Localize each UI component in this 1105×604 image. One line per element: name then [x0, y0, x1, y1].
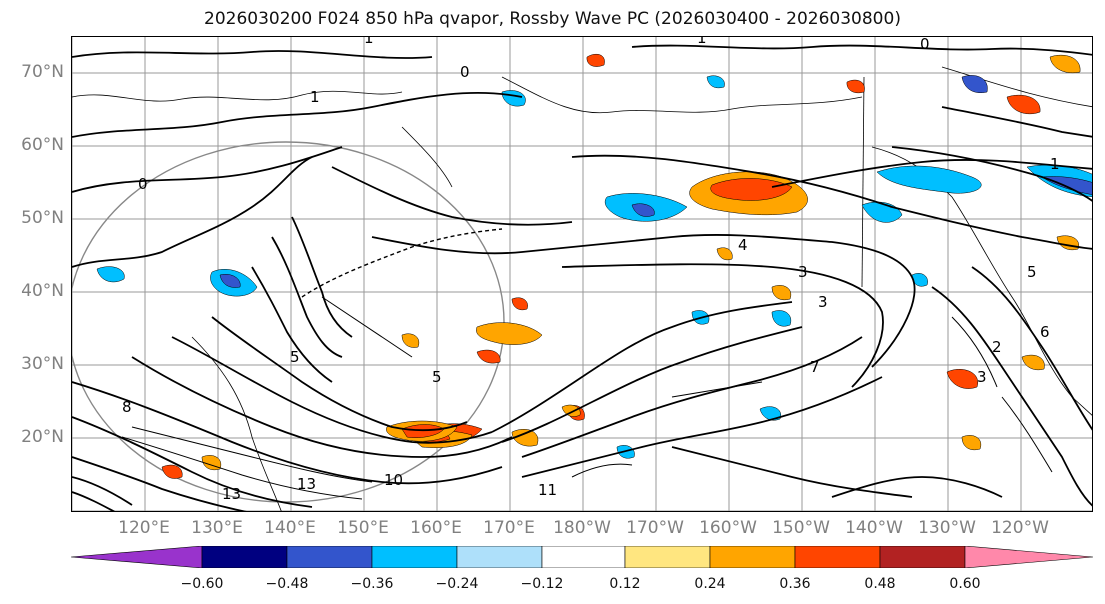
contour-label: 13	[297, 475, 316, 493]
contour-label: 1	[310, 88, 320, 106]
great-circle-outline	[72, 141, 505, 503]
colorbar-segment-low-extend	[71, 546, 203, 568]
contour-label: 4	[738, 236, 748, 254]
contour-label: 5	[1027, 263, 1037, 281]
lon-label-170w: 170°W	[626, 518, 684, 538]
lon-label-120e: 120°E	[118, 518, 170, 538]
colorbar-segment	[371, 546, 458, 568]
contour-label: 6	[1040, 323, 1050, 341]
contour-label: 3	[818, 293, 828, 311]
contour-label: 8	[122, 398, 132, 416]
colorbar-segment	[709, 546, 796, 568]
colorbar-segment	[456, 546, 543, 568]
colorbar-tick: 0.12	[609, 576, 641, 592]
contour-label: 0	[460, 63, 470, 81]
colorbar	[71, 546, 1094, 568]
qvapor-anomaly-fills	[96, 54, 1092, 479]
contour-label: 10	[384, 471, 403, 489]
figure-title: 2026030200 F024 850 hPa qvapor, Rossby W…	[204, 9, 901, 29]
lat-label-30n: 30°N	[21, 354, 64, 374]
contour-label: 3	[798, 263, 808, 281]
lat-label-50n: 50°N	[21, 208, 64, 228]
colorbar-tick: −0.24	[435, 576, 479, 592]
lon-label-130w: 130°W	[918, 518, 976, 538]
contour-label: 13	[222, 485, 241, 503]
lat-label-40n: 40°N	[21, 281, 64, 301]
lat-label-60n: 60°N	[21, 135, 64, 155]
colorbar-tick: −0.48	[265, 576, 309, 592]
contour-label: 5	[432, 368, 442, 386]
lon-label-140w: 140°W	[845, 518, 903, 538]
colorbar-tick: 0.60	[949, 576, 981, 592]
colorbar-tick: 0.36	[779, 576, 811, 592]
lat-label-20n: 20°N	[21, 427, 64, 447]
colorbar-segment	[624, 546, 711, 568]
colorbar-tick: 0.24	[694, 576, 726, 592]
contour-label: 0	[138, 175, 148, 193]
lon-label-160w: 160°W	[699, 518, 757, 538]
colorbar-tick: −0.36	[350, 576, 394, 592]
contour-labels: 0 0 0 1 1 1 1 2 3 3 3 4 5 5 5 6 7 8 10 1…	[122, 37, 1060, 503]
colorbar-segment	[879, 546, 966, 568]
colorbar-tick: −0.60	[180, 576, 224, 592]
lon-label-160e: 160°E	[410, 518, 462, 538]
qvapor-contours-thin	[121, 296, 1053, 500]
contour-label: 1	[697, 37, 707, 47]
map-panel: 0 0 0 1 1 1 1 2 3 3 3 4 5 5 5 6 7 8 10 1…	[71, 36, 1093, 512]
qvapor-contours	[72, 44, 1092, 511]
colorbar-segment	[286, 546, 373, 568]
lon-label-150w: 150°W	[772, 518, 830, 538]
contour-label: 0	[920, 37, 930, 53]
contour-label: 2	[992, 338, 1002, 356]
contour-label: 3	[977, 368, 987, 386]
lon-label-170e: 170°E	[483, 518, 535, 538]
graticule	[72, 37, 1092, 511]
lat-label-70n: 70°N	[21, 62, 64, 82]
dashed-track	[301, 228, 503, 298]
contour-label: 1	[1050, 155, 1060, 173]
contour-label: 11	[538, 481, 557, 499]
lon-label-130e: 130°E	[191, 518, 243, 538]
lon-label-150e: 150°E	[337, 518, 389, 538]
map-canvas: 0 0 0 1 1 1 1 2 3 3 3 4 5 5 5 6 7 8 10 1…	[72, 37, 1092, 511]
lon-label-180w: 180°W	[553, 518, 611, 538]
lon-label-120w: 120°W	[991, 518, 1049, 538]
contour-label: 7	[810, 358, 820, 376]
colorbar-tick: −0.12	[520, 576, 564, 592]
lon-label-140e: 140°E	[264, 518, 316, 538]
contour-label: 5	[290, 348, 300, 366]
coastlines	[72, 66, 1092, 511]
colorbar-tick: 0.48	[864, 576, 896, 592]
colorbar-segment	[541, 546, 626, 568]
contour-label: 1	[364, 37, 374, 47]
colorbar-segment-high-extend	[964, 546, 1094, 568]
colorbar-segment	[794, 546, 881, 568]
colorbar-segment	[201, 546, 288, 568]
